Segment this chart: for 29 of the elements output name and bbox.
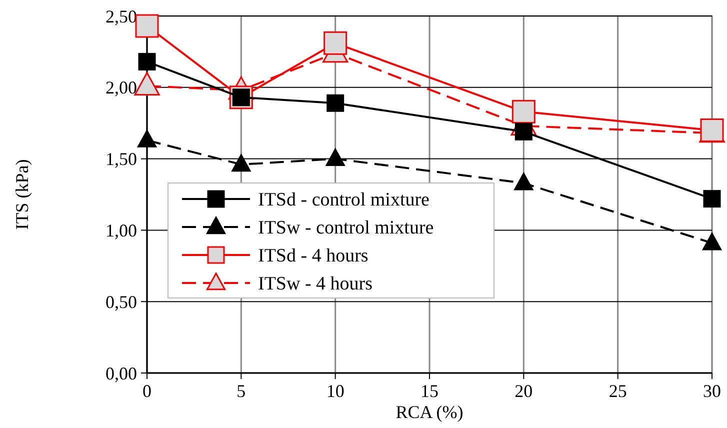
legend-label: ITSw - control mixture (258, 218, 434, 239)
y-tick-label: 1,00 (106, 220, 137, 240)
point (324, 31, 348, 55)
x-tick-label: 10 (326, 381, 344, 401)
point (326, 94, 344, 112)
point (326, 148, 345, 166)
point (137, 130, 157, 148)
x-tick-label: 20 (514, 381, 533, 401)
y-tick-label: 0,00 (106, 363, 137, 384)
x-tick-label: 5 (236, 381, 246, 401)
x-tick-label: 0 (142, 381, 152, 401)
x-tick-label: 25 (608, 381, 627, 401)
point (702, 232, 722, 250)
x-tick-label: 15 (420, 381, 438, 401)
point (138, 52, 156, 70)
legend-label: ITSw - 4 hours (258, 274, 373, 295)
point (514, 172, 534, 190)
point (135, 14, 159, 38)
y-tick-label: 1,50 (106, 149, 137, 170)
point (700, 118, 724, 142)
y-axis-title: ITS (kPa) (12, 159, 32, 230)
legend-label: ITSd - control mixture (258, 190, 430, 211)
point (232, 154, 251, 172)
y-tick-label: 0,50 (106, 292, 137, 312)
y-tick-label: 2,50 (106, 6, 137, 26)
x-tick-label: 30 (703, 381, 721, 401)
x-axis-title: RCA (%) (396, 402, 464, 422)
y-tick-label: 2,00 (106, 78, 137, 98)
legend-label: ITSd - 4 hours (258, 246, 368, 267)
